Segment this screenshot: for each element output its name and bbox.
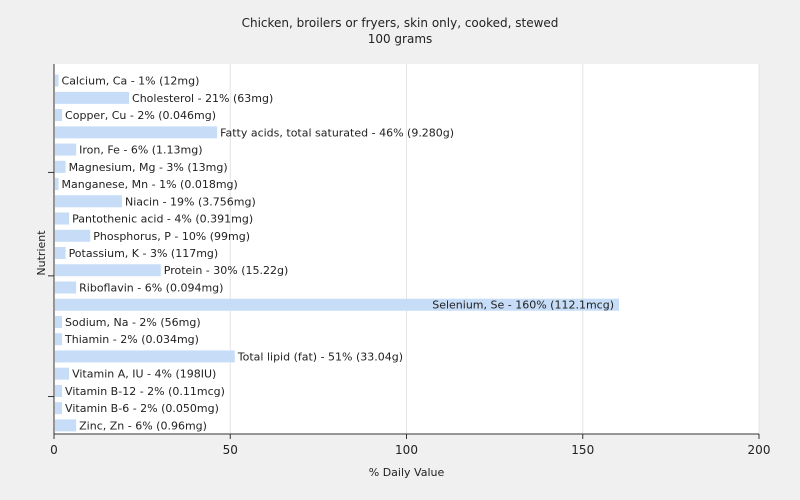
x-tick-label: 200 xyxy=(748,443,771,457)
x-tick-label: 50 xyxy=(223,443,238,457)
bar-label: Sodium, Na - 2% (56mg) xyxy=(65,316,201,329)
bar-label: Cholesterol - 21% (63mg) xyxy=(132,92,273,105)
chart-subtitle: 100 grams xyxy=(367,32,433,46)
bar-label: Copper, Cu - 2% (0.046mg) xyxy=(65,109,216,122)
bar xyxy=(55,384,63,397)
bar xyxy=(55,281,77,294)
bar-label: Vitamin A, IU - 4% (198IU) xyxy=(72,368,216,381)
x-axis-title: % Daily Value xyxy=(369,466,445,479)
bar-label: Selenium, Se - 160% (112.1mcg) xyxy=(432,299,614,312)
y-axis-title: Nutrient xyxy=(35,230,48,276)
bar xyxy=(55,402,63,415)
bar xyxy=(55,212,70,225)
x-tick-label: 100 xyxy=(395,443,418,457)
x-tick-label: 150 xyxy=(571,443,594,457)
bar xyxy=(55,419,77,432)
bar-label: Zinc, Zn - 6% (0.96mg) xyxy=(79,419,207,432)
bar xyxy=(55,195,122,208)
bar-label: Phosphorus, P - 10% (99mg) xyxy=(93,230,250,243)
bar-label: Vitamin B-6 - 2% (0.050mg) xyxy=(65,402,219,415)
bar-label: Calcium, Ca - 1% (12mg) xyxy=(62,75,200,88)
bar-label: Vitamin B-12 - 2% (0.11mcg) xyxy=(65,385,225,398)
bar-label: Manganese, Mn - 1% (0.018mg) xyxy=(62,178,238,191)
bar-label: Thiamin - 2% (0.034mg) xyxy=(64,333,199,346)
bar-label: Iron, Fe - 6% (1.13mg) xyxy=(79,144,202,157)
bar xyxy=(55,229,91,242)
bar xyxy=(55,298,619,311)
bar xyxy=(55,350,235,363)
bar-label: Protein - 30% (15.22g) xyxy=(164,264,289,277)
bar xyxy=(55,74,59,87)
bar-label: Pantothenic acid - 4% (0.391mg) xyxy=(72,213,253,226)
bar xyxy=(55,126,218,139)
bar xyxy=(55,315,63,328)
bar xyxy=(55,178,59,191)
bar xyxy=(55,367,70,380)
bar xyxy=(55,333,63,346)
bar-label: Fatty acids, total saturated - 46% (9.28… xyxy=(220,126,454,139)
bar-label: Magnesium, Mg - 3% (13mg) xyxy=(69,161,228,174)
bar-label: Total lipid (fat) - 51% (33.04g) xyxy=(237,350,403,363)
bar xyxy=(55,264,161,277)
bar-label: Potassium, K - 3% (117mg) xyxy=(69,247,219,260)
bar-label: Riboflavin - 6% (0.094mg) xyxy=(79,281,223,294)
bar xyxy=(55,109,63,122)
bar-label: Niacin - 19% (3.756mg) xyxy=(125,195,256,208)
chart-title: Chicken, broilers or fryers, skin only, … xyxy=(241,16,559,30)
x-tick-label: 0 xyxy=(50,443,58,457)
bar xyxy=(55,160,66,173)
bar xyxy=(55,247,66,259)
bar xyxy=(55,91,130,104)
bar xyxy=(55,143,77,156)
